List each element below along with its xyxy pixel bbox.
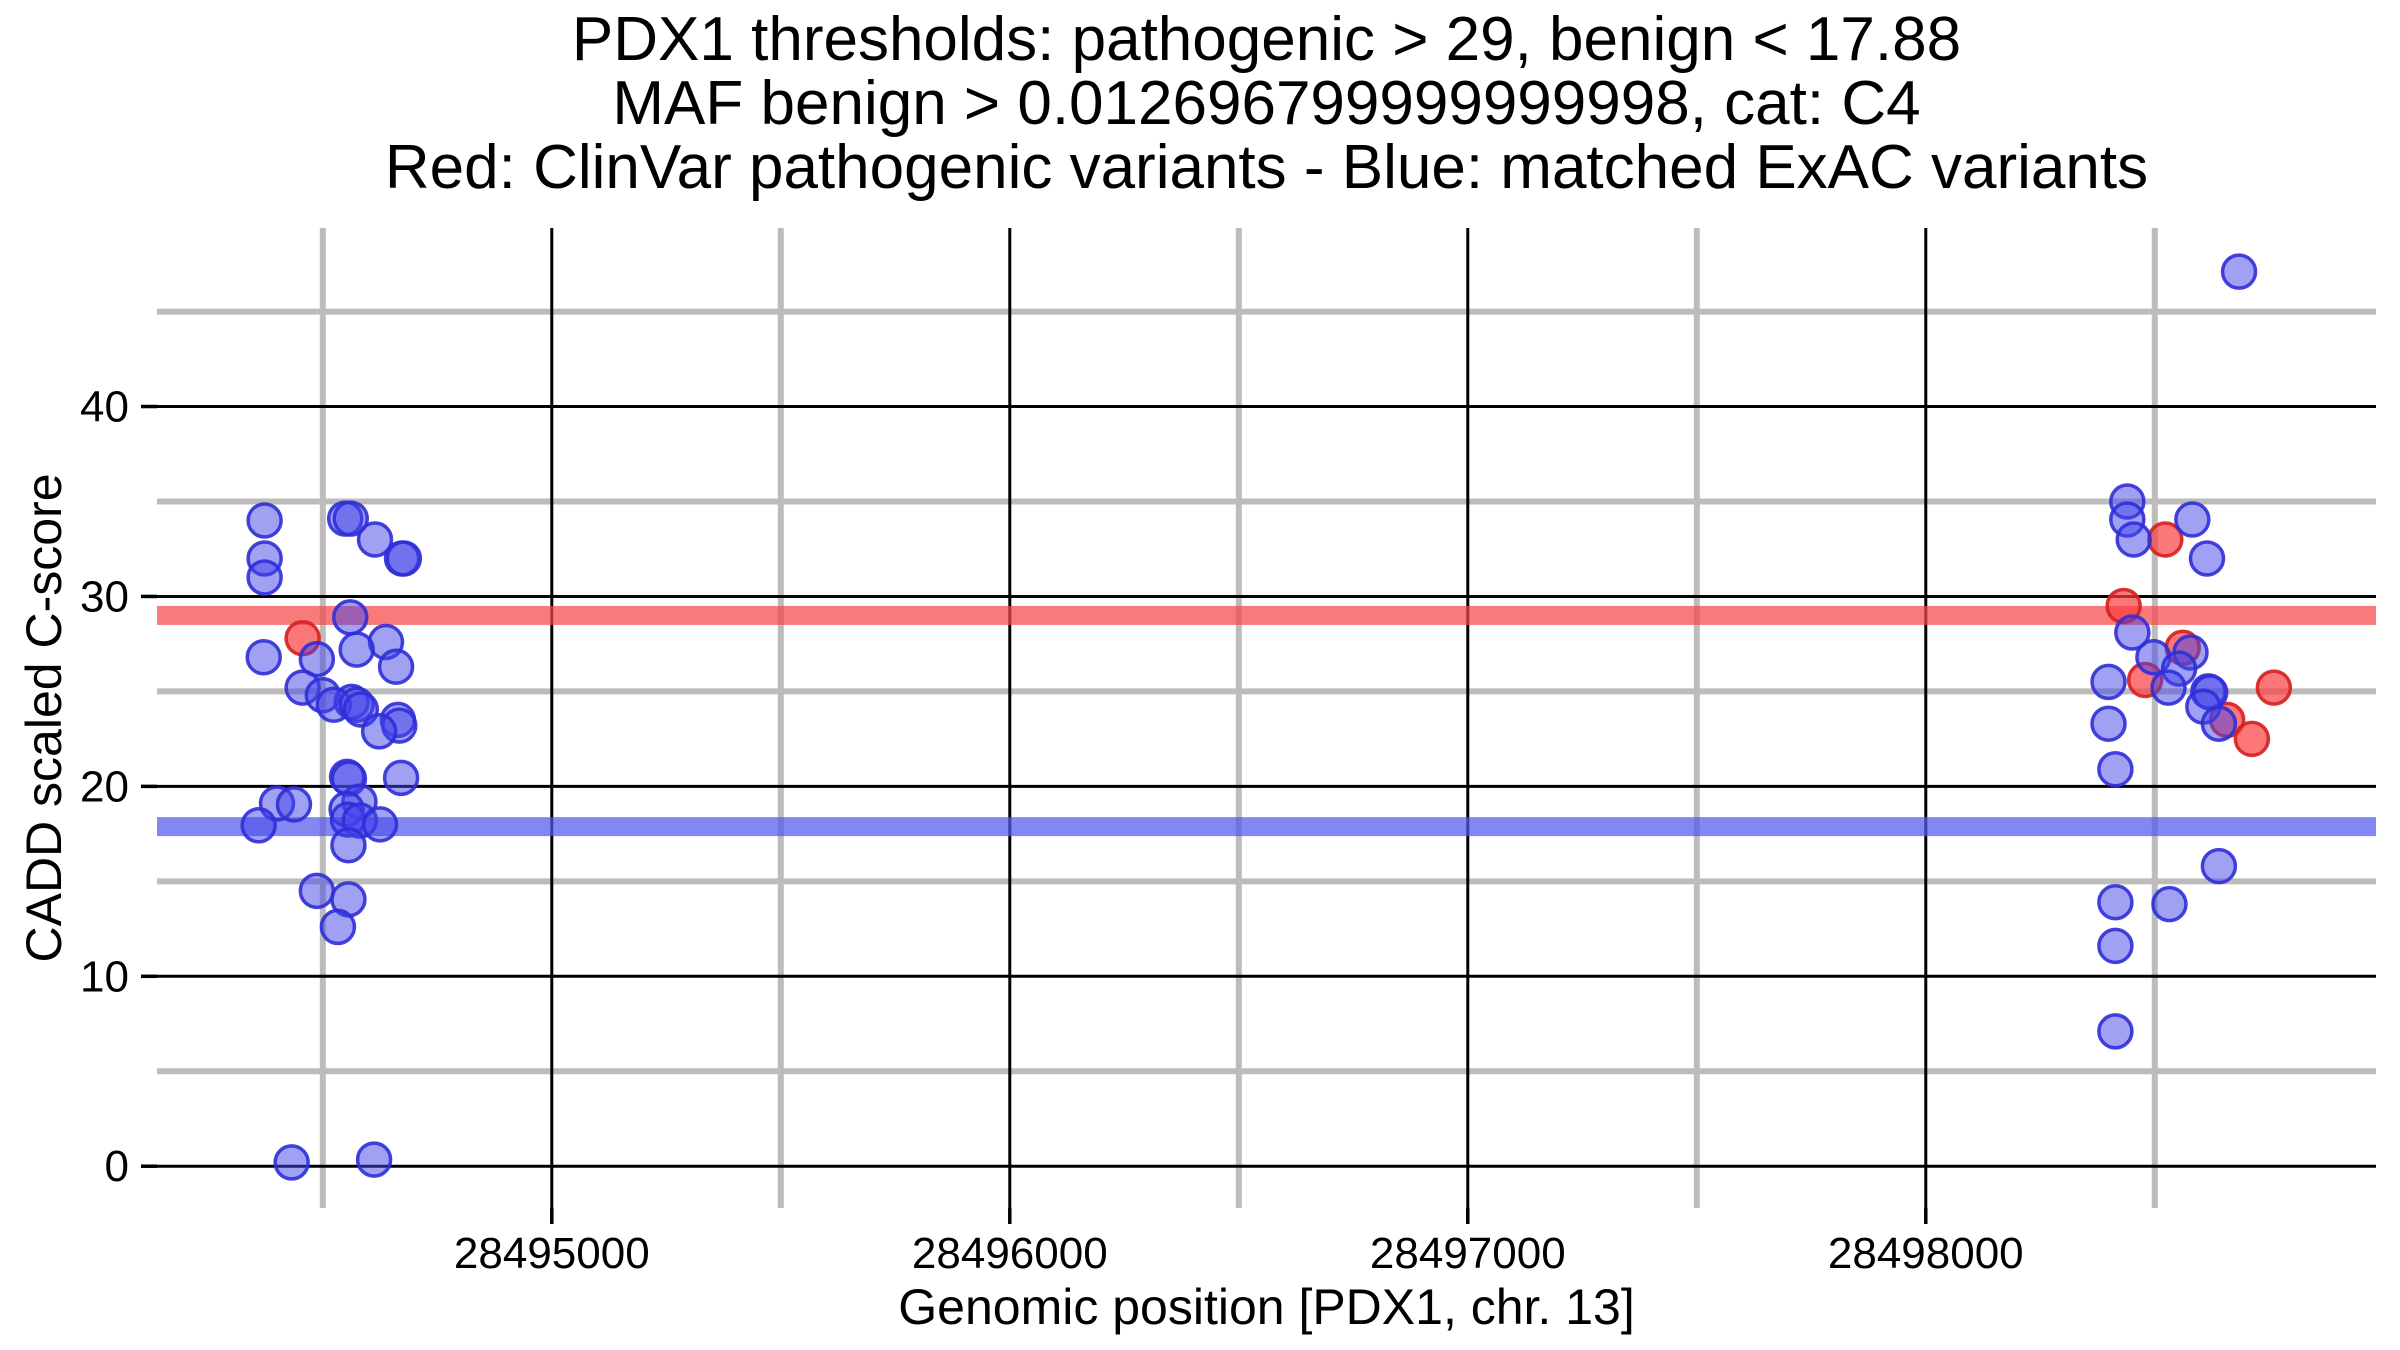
- title-line-thresholds: PDX1 thresholds: pathogenic > 29, benign…: [571, 5, 1962, 74]
- data-point-matched-exac: [2220, 253, 2258, 290]
- y-axis-title: CADD scaled C-score: [16, 473, 72, 963]
- data-point-matched-exac: [246, 559, 283, 596]
- data-point-matched-exac: [2200, 847, 2238, 885]
- data-point-matched-exac: [2150, 669, 2187, 706]
- threshold-band-benign: [157, 817, 2376, 837]
- data-point-matched-exac: [246, 502, 283, 539]
- title-line-legend: Red: ClinVar pathogenic variants - Blue:…: [384, 133, 2149, 202]
- data-point-matched-exac: [2097, 751, 2134, 788]
- data-point-matched-exac: [240, 807, 277, 844]
- data-point-matched-exac: [2115, 521, 2152, 558]
- data-point-matched-exac: [2151, 885, 2188, 923]
- data-point-matched-exac: [2097, 927, 2134, 965]
- data-point-clinvar-pathogenic: [2233, 720, 2271, 758]
- data-point-matched-exac: [2090, 705, 2127, 742]
- data-point-matched-exac: [2097, 883, 2134, 921]
- plot-title: PDX1 thresholds: pathogenic > 29, benign…: [157, 8, 2376, 200]
- threshold-band-pathogenic: [157, 605, 2376, 625]
- data-point-matched-exac: [356, 521, 394, 558]
- data-point-matched-exac: [275, 786, 313, 823]
- data-point-matched-exac: [298, 640, 336, 678]
- x-axis-title: Genomic position [PDX1, chr. 13]: [898, 1279, 1635, 1335]
- data-point-matched-exac: [298, 872, 336, 910]
- data-point-matched-exac: [319, 908, 357, 946]
- data-point-matched-exac: [2188, 540, 2226, 577]
- y-tick-label: 30: [80, 572, 129, 621]
- data-point-matched-exac: [330, 826, 367, 864]
- title-line-maf: MAF benign > 0.012696799999999998, cat: …: [612, 69, 1921, 138]
- data-point-matched-exac: [2090, 663, 2127, 701]
- x-tick-label: 28496000: [912, 1229, 1108, 1278]
- data-point-matched-exac: [2174, 501, 2211, 538]
- x-tick-label: 28497000: [1370, 1229, 1566, 1278]
- x-tick-label: 28495000: [454, 1229, 650, 1278]
- y-tick-label: 20: [80, 762, 129, 811]
- data-point-matched-exac: [338, 631, 375, 668]
- data-point-matched-exac: [2200, 705, 2238, 742]
- data-point-clinvar-pathogenic: [2255, 669, 2293, 706]
- data-point-matched-exac: [382, 759, 420, 797]
- y-tick-label: 10: [80, 952, 129, 1001]
- data-point-matched-exac: [355, 1141, 393, 1178]
- data-point-matched-exac: [377, 648, 415, 685]
- y-tick-label: 0: [105, 1142, 129, 1191]
- y-tick-label: 40: [80, 383, 129, 432]
- data-point-matched-exac: [332, 599, 369, 636]
- data-point-matched-exac: [332, 500, 369, 537]
- data-point-matched-exac: [245, 638, 282, 676]
- data-point-matched-exac: [360, 713, 398, 750]
- data-point-matched-exac: [273, 1144, 310, 1181]
- x-tick-label: 28498000: [1828, 1229, 2024, 1278]
- data-point-matched-exac: [385, 540, 423, 577]
- data-point-matched-exac: [361, 806, 399, 843]
- data-point-matched-exac: [2114, 614, 2151, 651]
- data-point-matched-exac: [2097, 1013, 2134, 1050]
